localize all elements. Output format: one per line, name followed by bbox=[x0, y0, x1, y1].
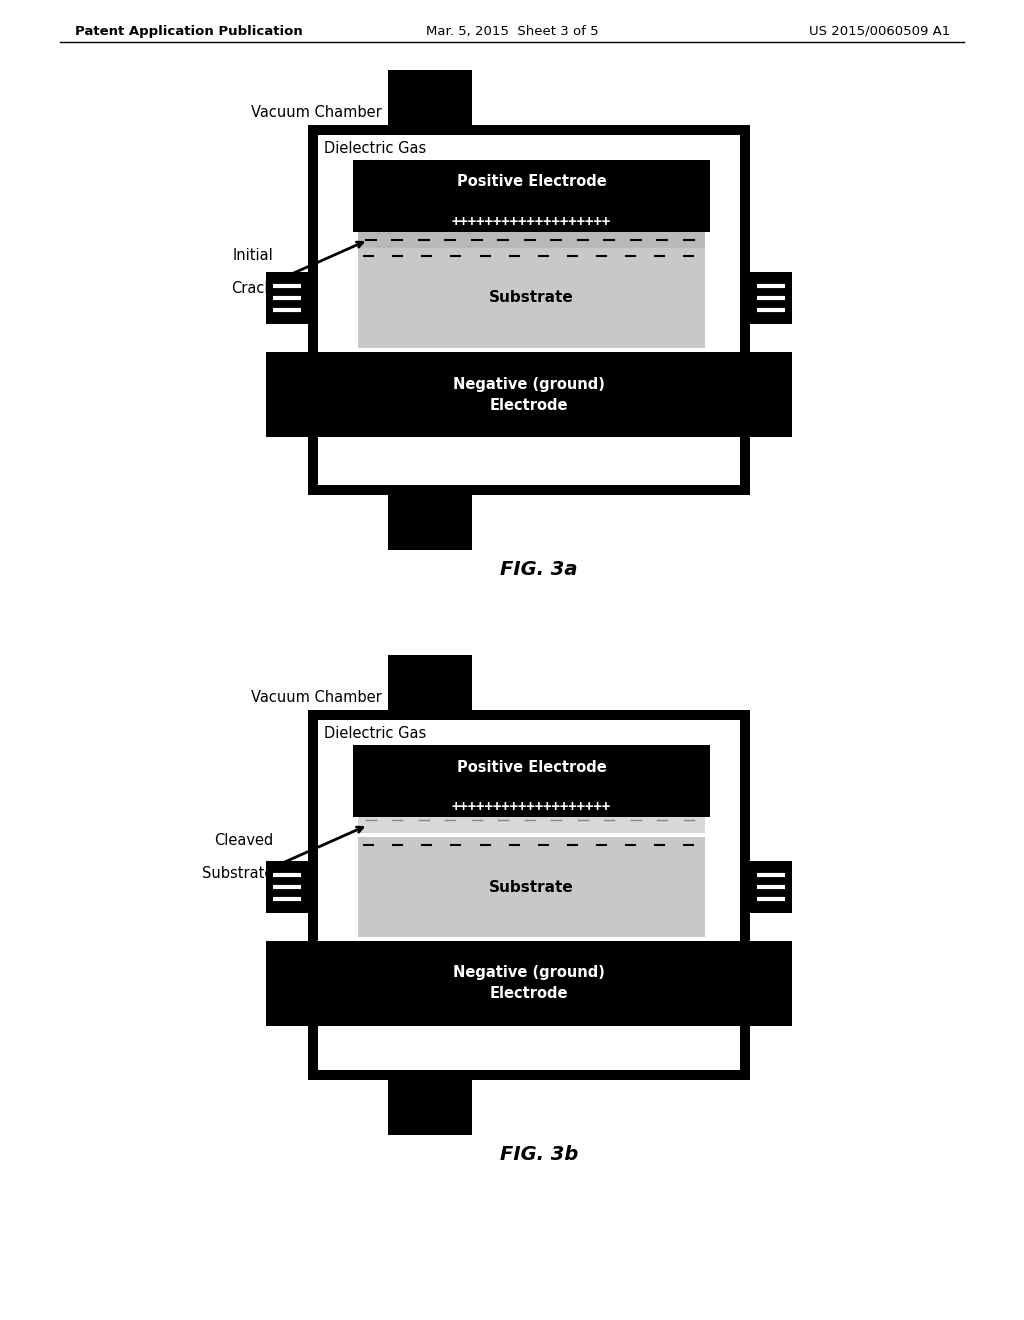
Bar bbox=[740, 272, 792, 323]
Text: Crack: Crack bbox=[231, 281, 273, 296]
Bar bbox=[266, 272, 318, 323]
Text: Mar. 5, 2015  Sheet 3 of 5: Mar. 5, 2015 Sheet 3 of 5 bbox=[426, 25, 598, 38]
Bar bbox=[308, 1071, 750, 1080]
Bar bbox=[308, 710, 318, 1080]
Text: Negative (ground)
Electrode: Negative (ground) Electrode bbox=[453, 376, 605, 412]
Bar bbox=[388, 1071, 472, 1135]
Text: +++++++++++++++++++: +++++++++++++++++++ bbox=[452, 800, 611, 814]
Bar bbox=[266, 941, 792, 1026]
Bar bbox=[358, 817, 705, 833]
Bar bbox=[388, 70, 472, 135]
Text: US 2015/0060509 A1: US 2015/0060509 A1 bbox=[809, 25, 950, 38]
Text: Initial: Initial bbox=[232, 248, 273, 263]
Bar bbox=[353, 744, 710, 797]
Text: Substrate: Substrate bbox=[489, 879, 573, 895]
Bar bbox=[353, 160, 710, 213]
Bar bbox=[308, 125, 750, 135]
Bar bbox=[358, 248, 705, 348]
Bar bbox=[308, 125, 750, 495]
Text: Positive Electrode: Positive Electrode bbox=[457, 759, 606, 775]
Bar bbox=[308, 125, 318, 495]
Bar bbox=[740, 861, 792, 913]
Bar bbox=[388, 484, 472, 550]
Text: FIG. 3a: FIG. 3a bbox=[501, 560, 578, 579]
Bar bbox=[358, 837, 705, 937]
Text: Cleaved: Cleaved bbox=[214, 833, 273, 847]
Bar bbox=[353, 797, 710, 817]
Text: Vacuum Chamber: Vacuum Chamber bbox=[251, 690, 382, 705]
Text: Vacuum Chamber: Vacuum Chamber bbox=[251, 106, 382, 120]
Text: Dielectric Gas: Dielectric Gas bbox=[324, 141, 426, 156]
Text: Patent Application Publication: Patent Application Publication bbox=[75, 25, 303, 38]
Text: Positive Electrode: Positive Electrode bbox=[457, 174, 606, 190]
Bar bbox=[308, 484, 750, 495]
Bar bbox=[353, 213, 710, 232]
Text: FIG. 3b: FIG. 3b bbox=[500, 1144, 579, 1164]
Text: Negative (ground)
Electrode: Negative (ground) Electrode bbox=[453, 965, 605, 1002]
Text: Substrate: Substrate bbox=[202, 866, 273, 880]
Bar bbox=[740, 710, 750, 1080]
Bar bbox=[740, 125, 750, 495]
Text: +++++++++++++++++++: +++++++++++++++++++ bbox=[452, 215, 611, 228]
Bar bbox=[388, 655, 472, 719]
Bar bbox=[266, 352, 792, 437]
Text: Dielectric Gas: Dielectric Gas bbox=[324, 726, 426, 741]
Bar bbox=[358, 232, 705, 248]
Text: Substrate: Substrate bbox=[489, 290, 573, 305]
Bar bbox=[308, 710, 750, 1080]
Bar bbox=[308, 710, 750, 719]
Bar bbox=[266, 861, 318, 913]
